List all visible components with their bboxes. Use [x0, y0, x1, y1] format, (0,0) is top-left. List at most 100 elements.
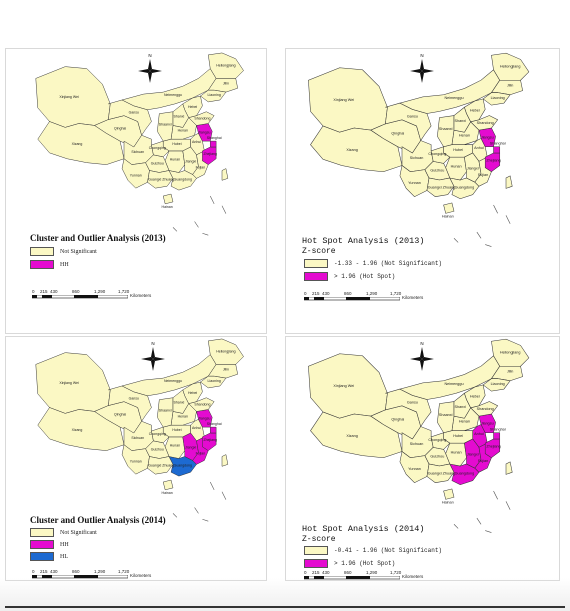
maritime-boundary-dash: [221, 205, 227, 214]
province-region: [443, 488, 455, 500]
province-region: [151, 140, 170, 158]
legend-item: HH: [30, 539, 69, 550]
scale-tick: 0: [304, 570, 307, 575]
province-label: Jiangxi: [467, 167, 479, 171]
province-label: Jiangsu: [198, 130, 210, 134]
panel-title: Cluster and Outlier Analysis (2013): [30, 233, 166, 243]
legend-swatch: [304, 259, 328, 268]
province-label: Jiangsu: [198, 416, 210, 420]
province-label: Guangdong: [174, 463, 192, 467]
province-region: [493, 432, 501, 440]
province-label: Gansu: [407, 115, 418, 119]
province-label: Neimenggu: [164, 93, 182, 97]
province-label: Henan: [459, 133, 470, 137]
province-region: [182, 381, 203, 404]
scale-tick: 1,720: [118, 569, 130, 574]
legend-label: HL: [60, 553, 68, 560]
legend-item: > 1.96 (Hot Spot): [304, 558, 395, 569]
province-label: Hubei: [453, 148, 463, 152]
legend-swatch: [30, 528, 54, 537]
province-region: [449, 463, 480, 486]
scale-tick: 430: [322, 291, 330, 296]
panel-title: Hot Spot Analysis (2013): [302, 236, 425, 246]
province-label: Guangxi Zhuang: [148, 177, 174, 181]
scale-tick: 215: [40, 289, 48, 294]
scale-tick: 860: [72, 569, 80, 574]
province-region: [464, 384, 486, 409]
bottom-fade: [0, 578, 570, 611]
map-panel-cluster-2014: Xinjiang Wei Xizang Qinghai Gansu Neimenggu H…: [5, 336, 267, 581]
province-label: Xinjiang Wei: [59, 381, 79, 385]
scale-ticks: 0 215 430 860 1,290 1,720: [32, 289, 130, 295]
province-label: Hebei: [188, 105, 197, 109]
province-label: Liaoning: [208, 93, 221, 97]
maritime-boundary-dash: [493, 204, 498, 214]
province-label: Shandong: [194, 117, 210, 121]
province-label: Shandong: [477, 407, 494, 411]
panel-title: Cluster and Outlier Analysis (2014): [30, 515, 166, 525]
province-label: Anhui: [192, 140, 201, 144]
province-label: Sichuan: [410, 442, 424, 446]
province-region: [493, 146, 501, 154]
legend-label: HH: [60, 541, 69, 548]
province-region: [182, 95, 203, 118]
north-label: N: [151, 341, 155, 346]
province-region: [464, 98, 486, 123]
scale-tick: 430: [50, 289, 58, 294]
province-label: Guizhou: [151, 162, 164, 166]
maritime-boundary-dash: [202, 518, 209, 522]
legend-swatch: [30, 260, 54, 269]
province-label: Shanghai: [490, 142, 506, 146]
province-label: Yunnan: [130, 459, 142, 463]
maritime-boundary-dash: [194, 507, 199, 514]
province-label: Guizhou: [430, 169, 444, 173]
island-region: [221, 168, 229, 181]
province-label: Hainan: [442, 214, 454, 218]
scale-units: Kilometers: [130, 573, 152, 578]
province-label: Neimenggu: [164, 379, 182, 383]
scale-tick: 860: [344, 570, 352, 575]
province-label: Shaanxi: [439, 413, 453, 417]
maritime-boundary-dash: [485, 530, 492, 533]
province-label: Liaoning: [208, 379, 221, 383]
legend-label: Not Significant: [60, 248, 97, 255]
province-label: Chongqing: [149, 146, 166, 150]
map-panel-cluster-2013: Xinjiang Wei Xizang Qinghai Gansu Neimenggu H…: [5, 48, 267, 334]
province-label: Hebei: [470, 108, 480, 112]
province-label: Shanxi: [174, 401, 185, 405]
province-label: Shaanxi: [159, 122, 172, 126]
province-group: Xinjiang Wei Xizang Qinghai Gansu Neimenggu H…: [308, 52, 530, 247]
province-region: [482, 92, 511, 106]
province-label: Xizang: [72, 142, 83, 146]
province-label: Liaoning: [491, 382, 505, 386]
province-label: Xizang: [346, 148, 357, 152]
north-label: N: [420, 53, 424, 58]
province-label: Guangxi Zhuang: [428, 185, 456, 189]
maritime-boundary-dash: [172, 513, 178, 518]
scale-units: Kilometers: [402, 574, 424, 579]
north-label: N: [420, 341, 424, 346]
province-label: Shaanxi: [439, 127, 453, 131]
province-label: Jilin: [507, 83, 513, 87]
province-label: Shanxi: [174, 115, 185, 119]
scale-tick: 1,720: [118, 289, 130, 294]
province-label: Guangdong: [455, 185, 475, 189]
province-label: Heilongjiang: [216, 350, 235, 354]
scale-tick: 860: [344, 291, 352, 296]
province-label: Hunan: [451, 451, 462, 455]
province-label: Anhui: [474, 432, 484, 436]
province-label: Guizhou: [430, 455, 444, 459]
scale-tick: 0: [32, 289, 35, 294]
scale-ticks: 0 215 430 860 1,290 1,720: [304, 570, 401, 576]
province-region: [443, 202, 455, 214]
province-label: Zhejiang: [203, 152, 217, 156]
scale-tick: 1,290: [94, 569, 106, 574]
province-region: [484, 152, 501, 173]
maritime-boundary-dash: [172, 227, 178, 232]
province-label: Qinghai: [391, 417, 404, 421]
province-label: Heilongjiang: [500, 351, 521, 355]
maritime-boundary-dash: [493, 490, 498, 500]
province-label: Yunnan: [408, 467, 421, 471]
province-label: Henan: [178, 414, 188, 418]
maritime-boundary-dash: [202, 232, 209, 236]
